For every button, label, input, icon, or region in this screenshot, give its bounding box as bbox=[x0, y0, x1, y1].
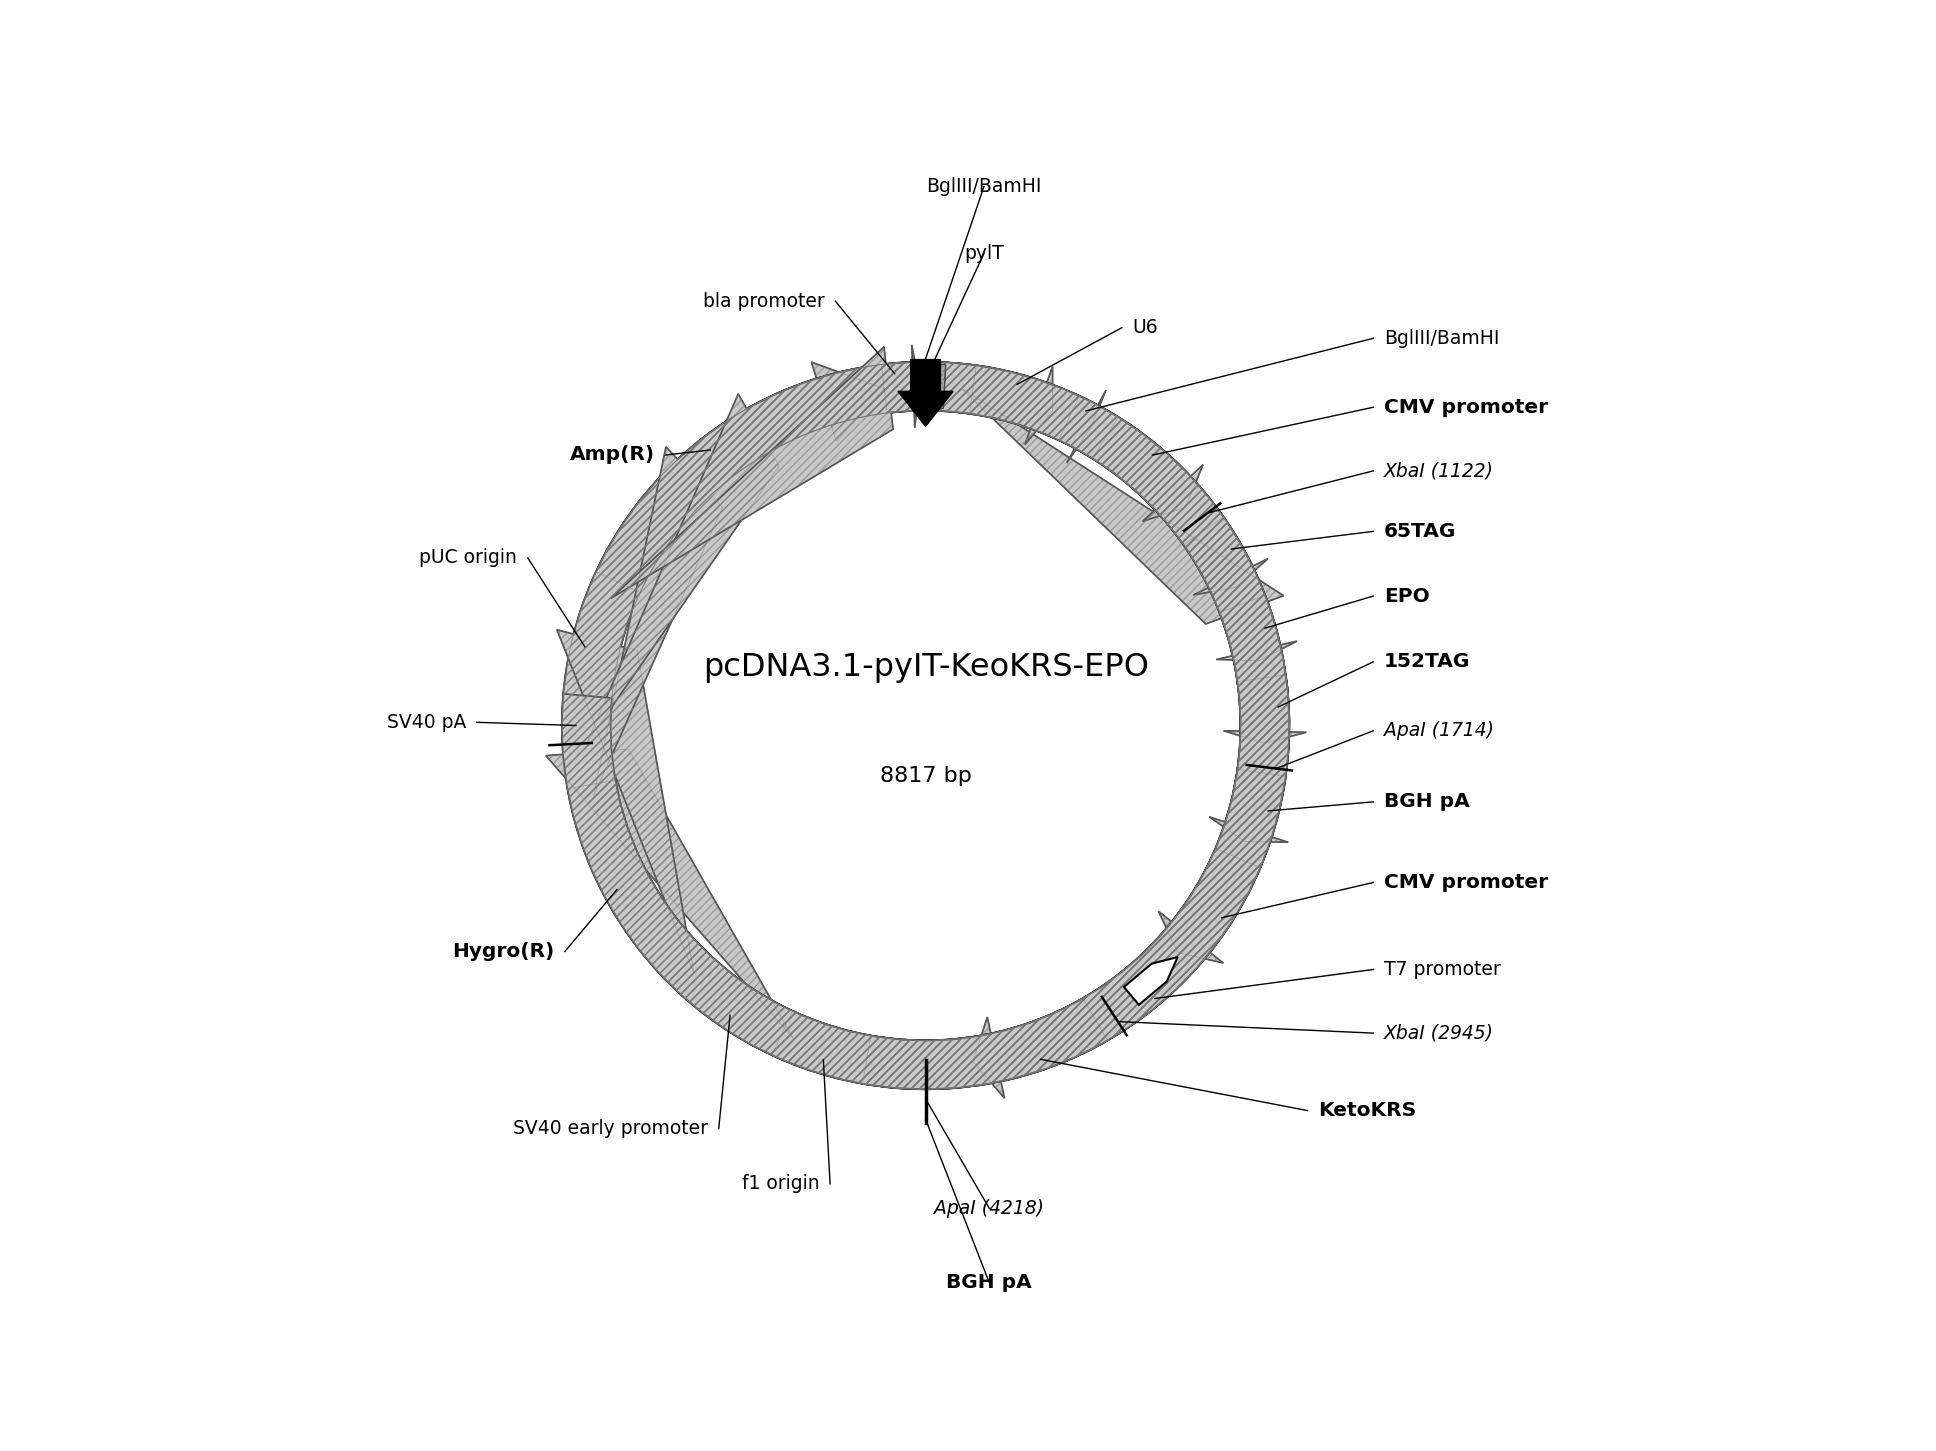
Polygon shape bbox=[972, 998, 1107, 1098]
Polygon shape bbox=[970, 366, 1053, 444]
Text: EPO: EPO bbox=[1384, 586, 1429, 605]
Polygon shape bbox=[918, 364, 947, 409]
Text: ApaI (4218): ApaI (4218) bbox=[935, 1199, 1044, 1217]
Text: BGH pA: BGH pA bbox=[1384, 792, 1469, 811]
Polygon shape bbox=[1092, 416, 1202, 521]
Polygon shape bbox=[561, 347, 1289, 1090]
Polygon shape bbox=[558, 361, 1289, 1090]
Text: SV40 pA: SV40 pA bbox=[387, 712, 467, 731]
Polygon shape bbox=[898, 360, 953, 427]
Text: BglIII/BamHI: BglIII/BamHI bbox=[925, 177, 1042, 196]
Text: pcDNA3.1-pyIT-KeoKRS-EPO: pcDNA3.1-pyIT-KeoKRS-EPO bbox=[703, 651, 1148, 682]
Text: CMV promoter: CMV promoter bbox=[1384, 874, 1549, 892]
Text: U6: U6 bbox=[1133, 318, 1158, 337]
Polygon shape bbox=[546, 361, 1289, 1090]
Text: CMV promoter: CMV promoter bbox=[1384, 398, 1549, 416]
Polygon shape bbox=[1216, 595, 1297, 660]
Polygon shape bbox=[1158, 849, 1260, 963]
Polygon shape bbox=[596, 363, 885, 592]
Polygon shape bbox=[881, 345, 920, 428]
Polygon shape bbox=[1224, 675, 1307, 743]
Polygon shape bbox=[561, 361, 1289, 1090]
Polygon shape bbox=[1210, 769, 1287, 842]
Polygon shape bbox=[594, 361, 1289, 1090]
Polygon shape bbox=[1183, 517, 1268, 595]
Text: T7 promoter: T7 promoter bbox=[1384, 961, 1500, 979]
Text: KetoKRS: KetoKRS bbox=[1318, 1101, 1417, 1120]
Text: f1 origin: f1 origin bbox=[741, 1174, 819, 1193]
Text: XbaI (1122): XbaI (1122) bbox=[1384, 461, 1495, 480]
Text: SV40 early promoter: SV40 early promoter bbox=[513, 1119, 709, 1138]
Text: 8817 bp: 8817 bp bbox=[879, 766, 972, 786]
Text: Amp(R): Amp(R) bbox=[569, 445, 654, 464]
Text: pUC origin: pUC origin bbox=[420, 548, 517, 567]
Text: pylT: pylT bbox=[964, 244, 1003, 263]
Text: 65TAG: 65TAG bbox=[1384, 522, 1456, 541]
Text: 152TAG: 152TAG bbox=[1384, 653, 1469, 672]
Polygon shape bbox=[1059, 390, 1105, 463]
Text: BglIII/BamHI: BglIII/BamHI bbox=[1384, 329, 1498, 348]
Text: Hygro(R): Hygro(R) bbox=[451, 942, 554, 961]
Text: ApaI (1714): ApaI (1714) bbox=[1384, 721, 1495, 740]
Polygon shape bbox=[567, 361, 1289, 1090]
Text: bla promoter: bla promoter bbox=[703, 292, 825, 311]
Text: BGH pA: BGH pA bbox=[947, 1273, 1032, 1291]
Polygon shape bbox=[1125, 958, 1177, 1006]
Text: XbaI (2945): XbaI (2945) bbox=[1384, 1023, 1495, 1043]
